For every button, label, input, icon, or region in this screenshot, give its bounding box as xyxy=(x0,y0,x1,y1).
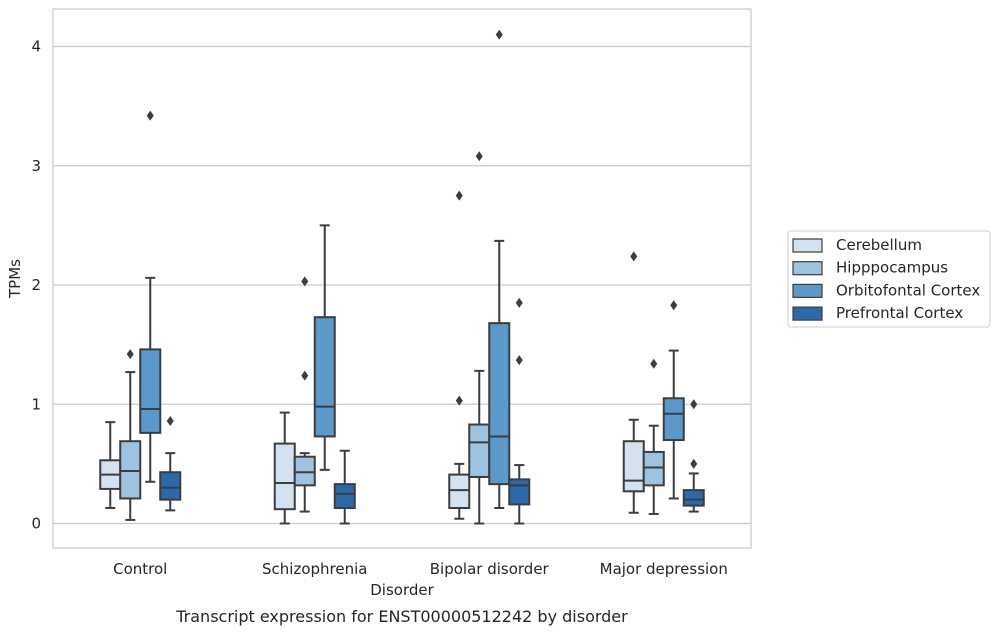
outlier-point xyxy=(670,300,678,311)
figure-caption: Transcript expression for ENST0000051224… xyxy=(175,607,628,626)
outlier-point xyxy=(630,251,638,262)
box-body xyxy=(119,440,142,500)
x-tick-label: Schizophrenia xyxy=(262,560,367,578)
box-cerebellum-schizophrenia xyxy=(273,411,296,525)
y-tick-label: 2 xyxy=(31,276,41,294)
box-prefrontal-cortex-bipolar-disorder xyxy=(508,297,531,525)
legend-swatch xyxy=(792,306,823,321)
y-tick-label: 0 xyxy=(31,515,41,533)
outlier-point xyxy=(495,29,503,40)
box-body xyxy=(488,322,511,486)
box-body xyxy=(662,397,685,442)
box-orbitofontal-cortex-schizophrenia xyxy=(313,224,336,471)
outlier-point xyxy=(146,110,154,121)
outlier-point xyxy=(475,151,483,162)
box-orbitofontal-cortex-major-depression xyxy=(662,300,685,500)
box-hipppocampus-control xyxy=(119,349,142,521)
box-body xyxy=(682,489,705,507)
x-axis-label: Disorder xyxy=(370,581,434,599)
box-body xyxy=(159,471,182,501)
y-tick-label: 3 xyxy=(31,157,41,175)
box-cerebellum-bipolar-disorder xyxy=(448,190,471,520)
box-prefrontal-cortex-schizophrenia xyxy=(333,449,356,525)
legend-swatch xyxy=(792,283,823,298)
legend-item: Hipppocampus xyxy=(792,259,948,277)
legend-label: Orbitofontal Cortex xyxy=(836,281,980,299)
box-body xyxy=(139,348,162,434)
box-body xyxy=(642,450,665,487)
y-tick-label: 4 xyxy=(31,38,41,56)
legend-swatch xyxy=(792,261,823,276)
box-body xyxy=(333,483,356,509)
y-axis-label: TPMs xyxy=(6,259,24,299)
plot-frame xyxy=(52,8,752,549)
outlier-point xyxy=(301,276,309,287)
box-body xyxy=(293,455,316,487)
outlier-point xyxy=(650,358,658,369)
x-tick-label: Bipolar disorder xyxy=(430,560,550,578)
legend-label: Cerebellum xyxy=(836,236,922,254)
grid-lines xyxy=(53,45,751,525)
y-tick-label: 1 xyxy=(31,395,41,413)
box-body xyxy=(313,316,336,438)
outlier-point xyxy=(515,297,523,308)
outlier-point xyxy=(455,190,463,201)
legend-item: Orbitofontal Cortex xyxy=(792,281,980,299)
boxes xyxy=(99,29,705,525)
box-orbitofontal-cortex-control xyxy=(139,110,162,483)
legend[interactable]: Cerebellum Hipppocampus Orbitofontal Corte… xyxy=(787,230,991,328)
box-cerebellum-control xyxy=(99,421,122,509)
box-prefrontal-cortex-control xyxy=(159,415,182,512)
outlier-point xyxy=(515,355,523,366)
outlier-point xyxy=(455,395,463,406)
outlier-point xyxy=(690,458,698,469)
x-tick-label: Control xyxy=(113,560,167,578)
box-prefrontal-cortex-major-depression xyxy=(682,399,705,513)
box-hipppocampus-schizophrenia xyxy=(293,276,316,513)
legend-item: Prefrontal Cortex xyxy=(792,304,963,322)
y-tick-labels: 0 1 2 3 4 xyxy=(31,38,41,533)
box-hipppocampus-major-depression xyxy=(642,358,665,515)
legend-item: Cerebellum xyxy=(792,236,922,254)
outlier-point xyxy=(126,349,134,360)
box-body xyxy=(273,442,296,511)
box-hipppocampus-bipolar-disorder xyxy=(468,151,491,525)
box-body xyxy=(508,478,531,506)
legend-label: Hipppocampus xyxy=(836,259,948,277)
outlier-point xyxy=(690,399,698,410)
legend-swatch xyxy=(792,238,823,253)
legend-frame xyxy=(787,230,991,328)
box-cerebellum-major-depression xyxy=(622,251,645,514)
outlier-point xyxy=(166,415,174,426)
x-tick-labels: Control Schizophrenia Bipolar disorder Majo… xyxy=(113,560,728,578)
box-body xyxy=(468,423,491,478)
box-body xyxy=(622,440,645,493)
box-body xyxy=(448,473,471,509)
x-tick-label: Major depression xyxy=(600,560,728,578)
legend-label: Prefrontal Cortex xyxy=(836,304,963,322)
box-orbitofontal-cortex-bipolar-disorder xyxy=(488,29,511,509)
outlier-point xyxy=(301,370,309,381)
